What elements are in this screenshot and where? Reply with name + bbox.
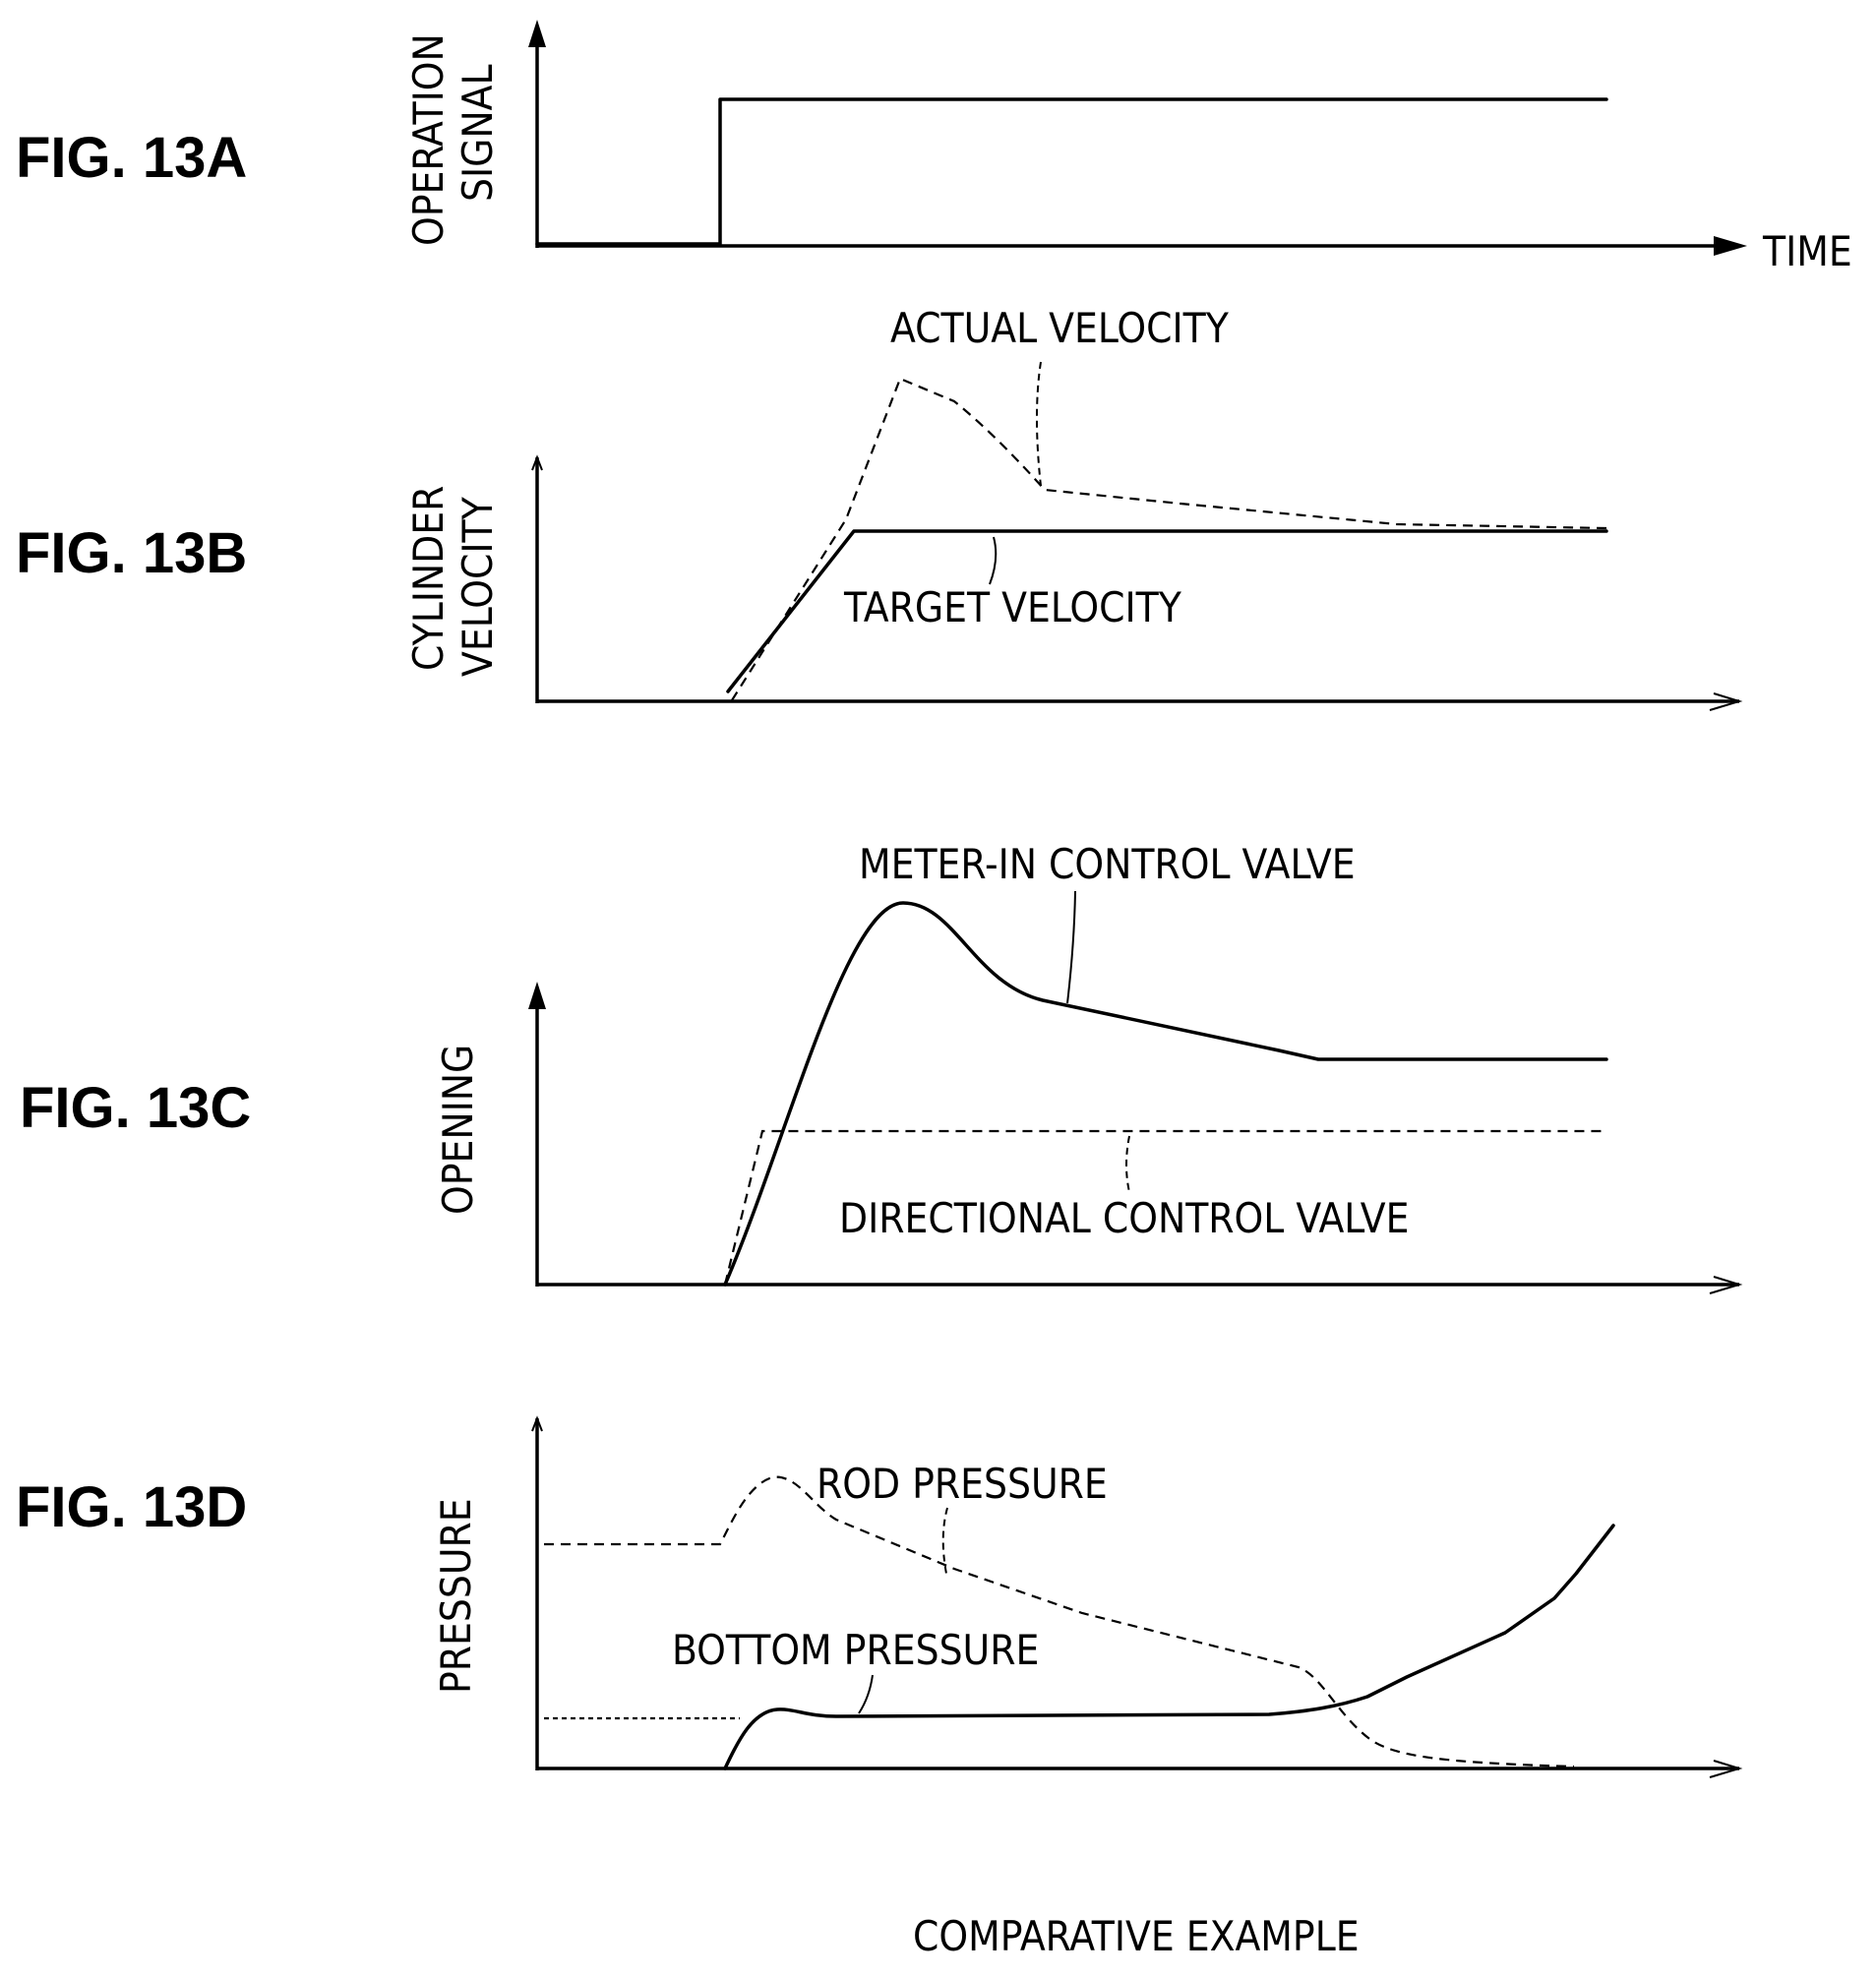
fig-13c-meter-in-leader: [1066, 890, 1076, 1004]
fig-13a-x-arrow-icon: [1714, 236, 1747, 256]
panel-13d: FIG. 13D PRESSURE ROD PRESSURE BOTTOM PR…: [16, 1415, 1743, 1778]
panel-13a: FIG. 13A OPERATION SIGNAL TIME: [16, 20, 1852, 275]
fig-13a-ylabel-line1: OPERATION: [404, 33, 453, 246]
fig-13a-ylabel-line2: SIGNAL: [454, 64, 502, 202]
fig-13a-y-arrow-icon: [528, 20, 546, 47]
fig-13b-ylabel-line1: CYLINDER: [404, 486, 453, 671]
fig-13c-directional-curve: [723, 1129, 1606, 1286]
fig-13d-y-arrow-icon: [531, 1415, 543, 1432]
fig-13a-operation-signal-curve: [535, 97, 1608, 246]
fig-13b-label: FIG. 13B: [16, 521, 247, 585]
fig-13b-target-velocity-leader: [989, 536, 998, 585]
fig-13c-meter-in-label: METER-IN CONTROL VALVE: [859, 840, 1356, 888]
fig-13b-x-arrow-icon: [1709, 692, 1743, 711]
fig-13d-bottom-pressure-leader: [858, 1674, 874, 1714]
fig-13b-ylabel-line2: VELOCITY: [454, 496, 502, 677]
fig-13c-label: FIG. 13C: [20, 1076, 251, 1140]
fig-13c-ylabel: OPENING: [434, 1045, 482, 1215]
fig-13d-rod-pressure-label: ROD PRESSURE: [817, 1460, 1108, 1508]
fig-13c-directional-label: DIRECTIONAL CONTROL VALVE: [839, 1194, 1409, 1242]
fig-13b-actual-velocity-curve: [731, 377, 1607, 701]
fig-13d-bottom-pressure-curve: [723, 1524, 1615, 1770]
fig-13d-x-arrow-icon: [1709, 1760, 1743, 1778]
fig-13b-actual-velocity-leader: [1036, 361, 1042, 487]
fig-13a-label: FIG. 13A: [16, 126, 247, 190]
panel-13b: FIG. 13B CYLINDER VELOCITY ACTUAL VELOCI…: [16, 304, 1743, 711]
fig-13c-meter-in-curve: [723, 901, 1608, 1287]
fig-13d-label: FIG. 13D: [16, 1475, 247, 1539]
fig-13a-xlabel: TIME: [1762, 227, 1852, 275]
fig-13b-y-arrow-icon: [531, 454, 543, 471]
fig-13d-bottom-pressure-label: BOTTOM PRESSURE: [672, 1626, 1039, 1674]
fig-13c-y-arrow-icon: [528, 982, 546, 1009]
panel-13c: FIG. 13C OPENING METER-IN CONTROL VALVE …: [20, 840, 1743, 1294]
fig-13c-directional-leader: [1125, 1135, 1130, 1193]
caption: COMPARATIVE EXAMPLE: [913, 1912, 1360, 1960]
fig-13d-rod-pressure-leader: [941, 1507, 948, 1575]
fig-13b-actual-velocity-label: ACTUAL VELOCITY: [890, 304, 1230, 352]
fig-13c-x-arrow-icon: [1709, 1276, 1743, 1294]
fig-13b-target-velocity-label: TARGET VELOCITY: [843, 583, 1182, 631]
fig-13d-ylabel: PRESSURE: [432, 1498, 480, 1694]
fig-13d-rod-pressure-curve: [544, 1475, 1575, 1768]
